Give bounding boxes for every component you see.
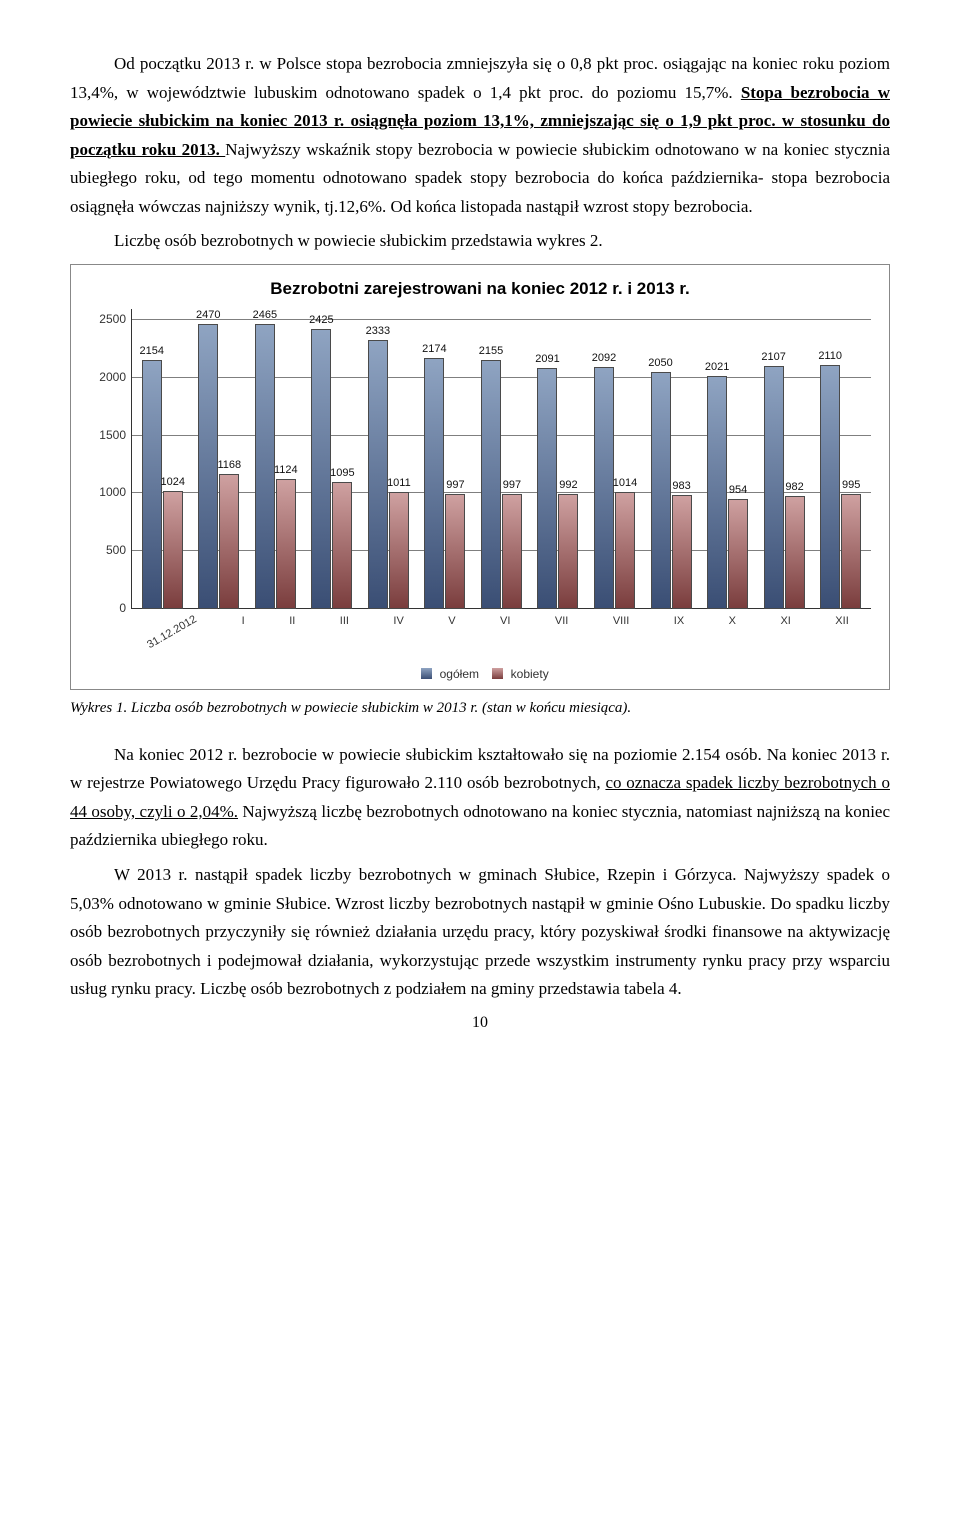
chart-x-axis: 31.12.2012IIIIIIIVVVIVIIVIIIIXXXIXII xyxy=(131,615,871,639)
page-number: 10 xyxy=(70,1014,890,1032)
paragraph-1: Od początku 2013 r. w Polsce stopa bezro… xyxy=(70,50,890,221)
chart-plot: 0500100015002000250021541024247011682465… xyxy=(131,309,871,609)
legend-swatch-kobiety xyxy=(492,668,503,679)
paragraph-2: Liczbę osób bezrobotnych w powiecie słub… xyxy=(70,227,890,256)
text: Liczbę osób bezrobotnych w powiecie słub… xyxy=(114,231,603,250)
chart-container: Bezrobotni zarejestrowani na koniec 2012… xyxy=(70,264,890,690)
paragraph-3: Na koniec 2012 r. bezrobocie w powiecie … xyxy=(70,741,890,855)
chart-legend: ogółem kobiety xyxy=(83,667,877,681)
legend-swatch-ogolem xyxy=(421,668,432,679)
paragraph-4: W 2013 r. nastąpił spadek liczby bezrobo… xyxy=(70,861,890,1004)
legend-label: kobiety xyxy=(511,667,549,681)
text: W 2013 r. nastąpił spadek liczby bezrobo… xyxy=(70,865,890,998)
chart-title: Bezrobotni zarejestrowani na koniec 2012… xyxy=(83,279,877,299)
legend-label: ogółem xyxy=(440,667,479,681)
chart-caption: Wykres 1. Liczba osób bezrobotnych w pow… xyxy=(70,700,890,717)
